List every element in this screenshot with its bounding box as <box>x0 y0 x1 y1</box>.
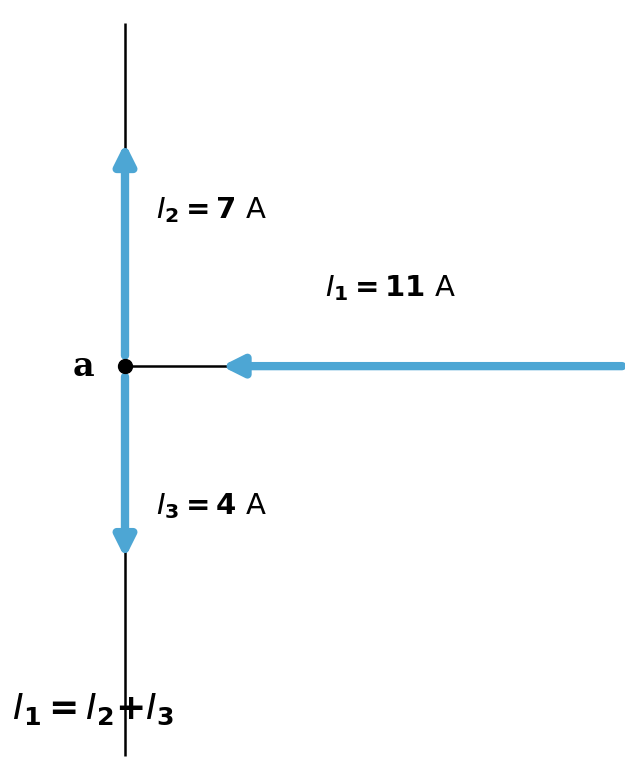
Text: $\mathbf{\mathit{I}}_\mathbf{3}$$\mathbf{= 4\ \mathrm{A}}$: $\mathbf{\mathit{I}}_\mathbf{3}$$\mathbf… <box>156 492 268 521</box>
Text: $\mathbf{\mathit{I}}_\mathbf{2}$$\mathbf{= 7\ \mathrm{A}}$: $\mathbf{\mathit{I}}_\mathbf{2}$$\mathbf… <box>156 196 268 225</box>
Point <box>120 360 130 372</box>
Text: $\mathbf{\mathit{I}}_\mathbf{1}$$\mathbf{= 11\ \mathrm{A}}$: $\mathbf{\mathit{I}}_\mathbf{1}$$\mathbf… <box>325 273 456 303</box>
Text: a: a <box>72 350 94 382</box>
Text: $\mathbf{\mathit{I}}_\mathbf{1}$$\mathbf{= \mathit{I}}_\mathbf{2}$$\mathbf{+ \ma: $\mathbf{\mathit{I}}_\mathbf{1}$$\mathbf… <box>12 691 175 727</box>
